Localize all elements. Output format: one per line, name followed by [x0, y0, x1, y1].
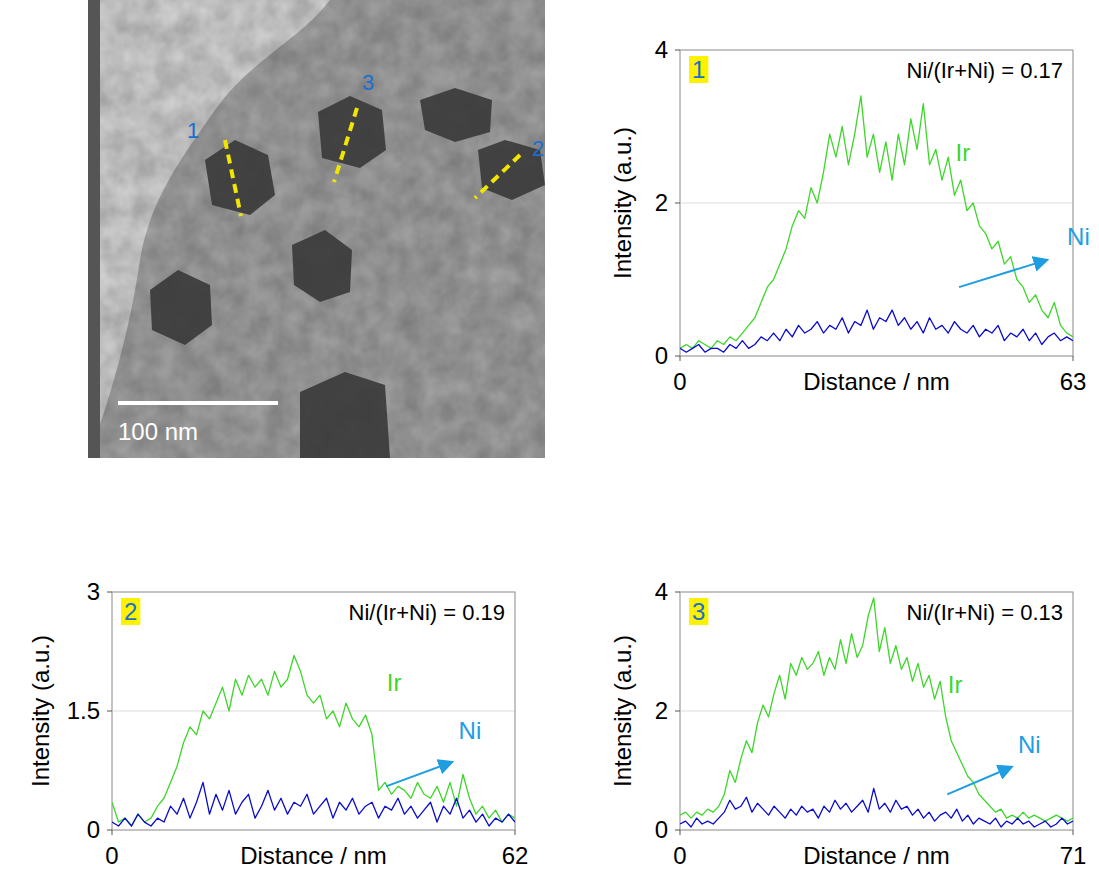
axis-title-x: Distance / nm	[803, 842, 950, 869]
annotation: Ni/(Ir+Ni) = 0.13	[907, 600, 1064, 625]
tick-y	[675, 592, 680, 593]
image-edge	[88, 0, 100, 458]
tick-x	[1073, 356, 1074, 361]
chart: 0 2 4 0 63 Distance / nm Intensity (a.u.) Ir Ni 1…	[609, 36, 1090, 395]
plot-area	[112, 592, 515, 830]
axis-title-x: Distance / nm	[803, 368, 950, 395]
grid-line-y	[680, 203, 1073, 204]
plot-frame	[112, 592, 515, 830]
tem-image	[88, 0, 545, 458]
tick-y	[675, 830, 680, 831]
tick-x	[112, 830, 113, 835]
tick-x	[515, 830, 516, 835]
particle	[205, 140, 275, 215]
series-line	[680, 598, 1073, 821]
tick-label-x: 71	[1060, 842, 1087, 869]
scale-bar	[118, 401, 278, 405]
tick-y	[675, 711, 680, 712]
tick-label-y: 0	[87, 816, 100, 843]
annotation: Ni/(Ir+Ni) = 0.19	[349, 600, 506, 625]
axis-title-y: Intensity (a.u.)	[27, 635, 54, 787]
label-arrow	[386, 763, 450, 787]
chart: 0 2 4 0 71 Distance / nm Intensity (a.u.) Ir Ni 3…	[609, 578, 1087, 869]
tick-label-x: 63	[1060, 368, 1087, 395]
scan-label: 1	[187, 118, 199, 143]
series-label: Ni	[1018, 731, 1041, 758]
label-arrow	[947, 768, 1010, 795]
chart: 0 1.5 3 0 62 Distance / nm Intensity (a.u.) Ir N…	[27, 578, 529, 869]
particle	[292, 230, 352, 302]
tick-y	[107, 830, 112, 831]
series-line	[680, 96, 1073, 348]
line-scan	[225, 140, 241, 216]
panel-label: 1	[692, 56, 705, 83]
tick-x	[680, 830, 681, 835]
plot-frame	[680, 592, 1073, 830]
line-scan	[334, 108, 357, 182]
tick-label-y: 1.5	[67, 697, 100, 724]
tick-y	[107, 592, 112, 593]
particle	[318, 96, 386, 168]
tick-label-y: 4	[655, 36, 668, 63]
line-scan	[475, 155, 520, 198]
series-label: Ni	[459, 717, 482, 744]
particle	[150, 270, 212, 345]
series-line	[680, 310, 1073, 352]
tick-label-y: 2	[655, 697, 668, 724]
tick-label-x: 0	[105, 842, 118, 869]
particle	[420, 88, 492, 142]
plot-frame	[680, 50, 1073, 356]
image-ground	[88, 0, 545, 458]
series-label: Ir	[387, 669, 402, 696]
tick-label-y: 4	[655, 578, 668, 605]
scan-label: 2	[532, 136, 544, 161]
series-group	[680, 598, 1073, 827]
tick-label-x: 62	[502, 842, 529, 869]
scan-label: 3	[362, 70, 374, 95]
panel-label-highlight	[121, 598, 140, 625]
tick-label-x: 0	[673, 368, 686, 395]
panel-label: 2	[124, 598, 137, 625]
series-line	[680, 788, 1073, 827]
series-line	[112, 782, 515, 826]
axis-title-y: Intensity (a.u.)	[609, 127, 636, 279]
plot-area	[680, 50, 1073, 356]
axis-title-x: Distance / nm	[240, 842, 387, 869]
tick-x	[1073, 830, 1074, 835]
tick-y	[675, 50, 680, 51]
scale-bar-label: 100 nm	[118, 418, 198, 445]
tick-label-y: 0	[655, 342, 668, 369]
series-label: Ir	[956, 139, 971, 166]
particle	[300, 372, 390, 458]
tick-y	[675, 203, 680, 204]
series-label: Ir	[948, 671, 963, 698]
grid-line-y	[680, 711, 1073, 712]
panel-label: 3	[692, 598, 705, 625]
tick-label-y: 0	[655, 816, 668, 843]
page: 132100 nm024063Distance / nmIntensity (a…	[0, 0, 1099, 882]
tick-label-y: 2	[655, 189, 668, 216]
series-label: Ni	[1067, 223, 1090, 250]
image-texture	[88, 0, 545, 458]
tick-y	[107, 711, 112, 712]
panel-label-highlight	[689, 598, 708, 625]
tick-label-y: 3	[87, 578, 100, 605]
tick-x	[680, 356, 681, 361]
panel-label-highlight	[689, 56, 708, 83]
series-group	[112, 655, 515, 826]
tick-y	[675, 356, 680, 357]
label-arrow	[959, 260, 1045, 287]
plot-area	[680, 592, 1073, 830]
grid-line-y	[112, 711, 515, 712]
tick-label-x: 0	[673, 842, 686, 869]
series-group	[680, 96, 1073, 352]
axis-title-y: Intensity (a.u.)	[609, 635, 636, 787]
annotation: Ni/(Ir+Ni) = 0.17	[907, 58, 1064, 83]
series-line	[112, 655, 515, 826]
